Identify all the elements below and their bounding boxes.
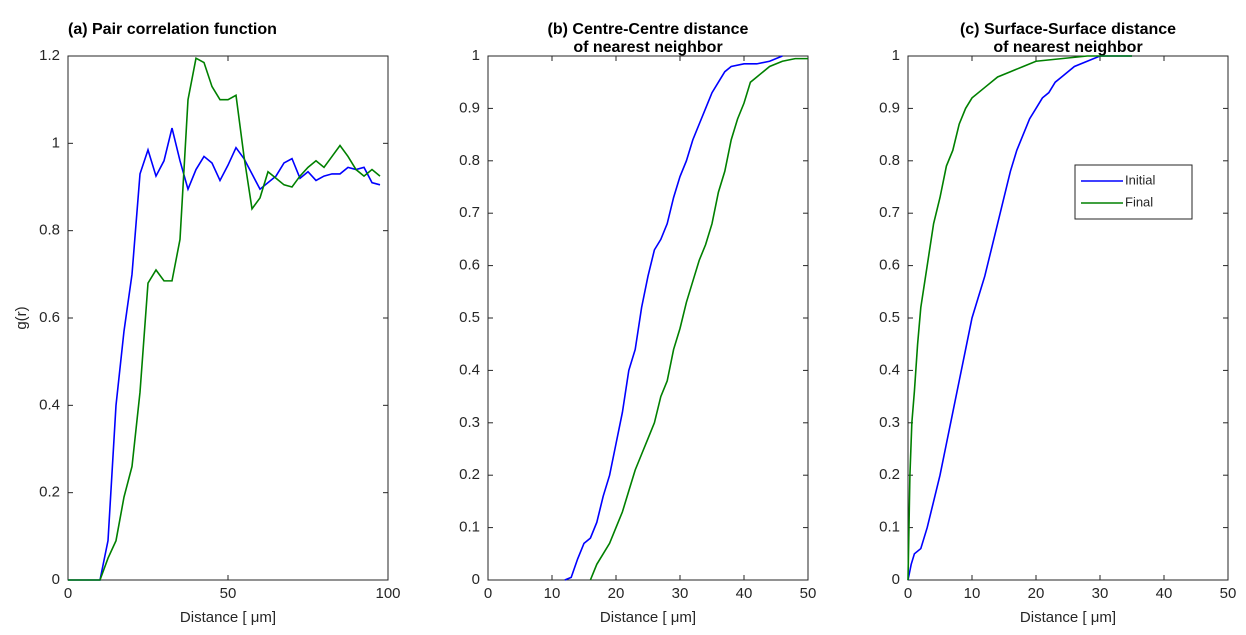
x-tick-label: 10 (544, 585, 561, 602)
axes-box (487, 55, 809, 581)
x-tick-label: 50 (800, 585, 817, 602)
line (68, 56, 381, 581)
y-tick-label: 0.8 (39, 222, 60, 239)
y-tick-label: 1 (892, 47, 900, 64)
x-tick-label: 40 (1156, 585, 1173, 602)
x-tick-label: 30 (1092, 585, 1109, 602)
line (589, 57, 808, 581)
y-tick-label: 0.6 (39, 309, 60, 326)
y-tick-label: 0.1 (879, 519, 900, 536)
y-tick-label: 0.3 (459, 414, 480, 431)
line (907, 55, 1132, 581)
y-tick-label: 1 (472, 47, 480, 64)
x-tick-label: 10 (964, 585, 981, 602)
y-tick-label: 0 (52, 571, 60, 588)
y-tick-label: 0.2 (879, 466, 900, 483)
x-tick-label: 50 (1220, 585, 1237, 602)
chart-title: (a) Pair correlation function (68, 21, 277, 38)
line (907, 55, 1132, 581)
y-tick-label: 1.2 (39, 47, 60, 64)
y-axis-label: g(r) (13, 306, 30, 329)
y-tick-label: 0.2 (459, 466, 480, 483)
y-tick-label: 0.4 (879, 361, 900, 378)
y-tick-label: 0.5 (459, 309, 480, 326)
y-tick-label: 1 (52, 134, 60, 151)
y-tick-label: 0.9 (459, 99, 480, 116)
y-tick-label: 0.8 (459, 152, 480, 169)
y-tick-label: 0.4 (39, 396, 60, 413)
y-tick-label: 0.8 (879, 152, 900, 169)
legend-box (1074, 164, 1193, 220)
x-tick-label: 50 (220, 585, 237, 602)
y-tick-label: 0.1 (459, 519, 480, 536)
x-axis-label: Distance [ μm] (180, 609, 276, 626)
y-tick-label: 0.6 (459, 257, 480, 274)
x-tick-label: 0 (64, 585, 72, 602)
chart-title: (c) Surface-Surface distance (960, 21, 1176, 38)
x-tick-label: 40 (736, 585, 753, 602)
y-tick-label: 0.5 (879, 309, 900, 326)
chart-title: of nearest neighbor (993, 39, 1142, 56)
x-tick-label: 20 (1028, 585, 1045, 602)
y-tick-label: 0.7 (459, 204, 480, 221)
y-tick-label: 0.4 (459, 361, 480, 378)
x-axis-label: Distance [ μm] (1020, 609, 1116, 626)
x-tick-label: 0 (484, 585, 492, 602)
chart-title: of nearest neighbor (573, 39, 722, 56)
legend-label: Initial (1125, 172, 1155, 187)
y-tick-label: 0.6 (879, 257, 900, 274)
y-tick-label: 0 (892, 571, 900, 588)
x-tick-label: 30 (672, 585, 689, 602)
line (68, 127, 381, 581)
y-tick-label: 0.3 (879, 414, 900, 431)
line (564, 55, 783, 581)
x-tick-label: 0 (904, 585, 912, 602)
x-axis-label: Distance [ μm] (600, 609, 696, 626)
y-tick-label: 0 (472, 571, 480, 588)
y-tick-label: 0.7 (879, 204, 900, 221)
legend-label: Final (1125, 194, 1153, 209)
y-tick-label: 0.2 (39, 484, 60, 501)
x-tick-label: 20 (608, 585, 625, 602)
chart-title: (b) Centre-Centre distance (548, 21, 749, 38)
y-tick-label: 0.9 (879, 99, 900, 116)
axes-box (67, 55, 389, 581)
x-tick-label: 100 (375, 585, 400, 602)
